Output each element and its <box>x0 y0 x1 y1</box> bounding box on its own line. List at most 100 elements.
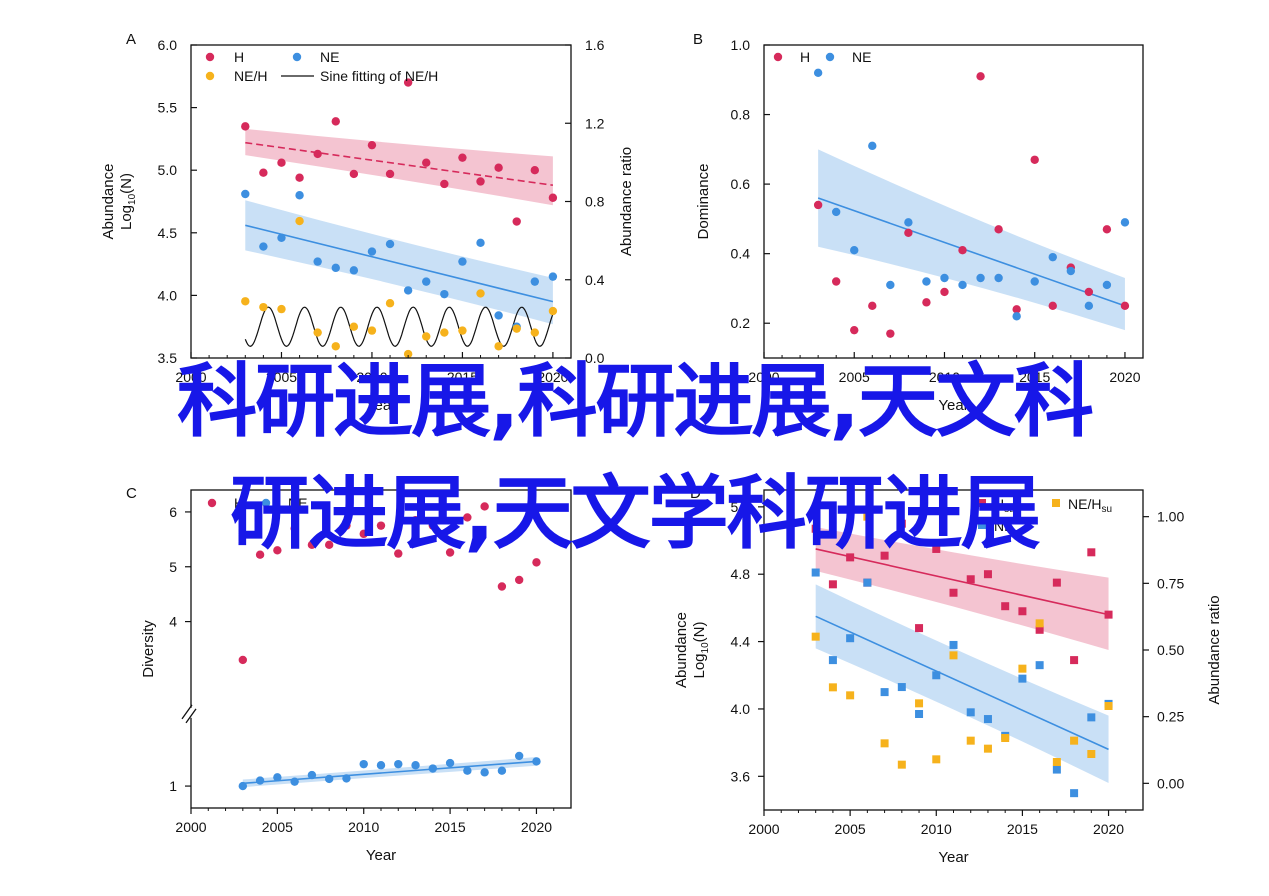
point-H <box>342 521 351 530</box>
x-tick-label: 2005 <box>839 369 870 385</box>
point-NE <box>394 759 403 769</box>
x-tick-label: 2000 <box>175 819 206 835</box>
y-right-tick-label: 0.8 <box>585 194 605 210</box>
x-tick-label: 2000 <box>175 369 206 385</box>
point-NE-H <box>385 299 395 308</box>
point-H <box>367 140 377 150</box>
point-H_su <box>1052 578 1061 587</box>
x-axis-label: Year <box>366 847 396 864</box>
point-NE-H_su <box>846 691 855 700</box>
point-NE <box>480 768 489 777</box>
point-NE-H_su <box>915 699 924 708</box>
y-right-tick-label: 0.4 <box>585 272 605 288</box>
point-NE-H_su <box>1087 750 1096 758</box>
point-NE <box>548 272 558 281</box>
point-NE <box>1087 713 1096 722</box>
legend-label: NE/H <box>234 68 267 84</box>
point-NE <box>868 141 877 151</box>
legend-marker-NE-Hsu <box>1052 499 1060 507</box>
point-H <box>476 177 485 186</box>
point-NE <box>411 761 420 770</box>
fit-line-H_su <box>815 548 1109 616</box>
x-tick-label: 2005 <box>262 819 293 835</box>
point-NE <box>290 777 299 786</box>
point-NE <box>863 578 872 587</box>
legend-label: NE <box>288 495 307 511</box>
point-H <box>376 521 386 530</box>
point-NE <box>514 751 524 761</box>
point-NE-H <box>295 216 304 226</box>
point-NE <box>850 245 859 255</box>
point-NE-H_su <box>1052 758 1061 766</box>
point-H <box>1012 305 1021 314</box>
point-H <box>904 228 913 237</box>
fit-line-NE <box>817 197 1126 307</box>
confidence-band-H <box>245 128 553 206</box>
point-H_su <box>846 553 855 562</box>
point-NE-H_su <box>949 651 958 660</box>
point-H <box>1048 301 1057 311</box>
fit-line-NE <box>242 760 537 785</box>
point-NE <box>1066 266 1076 276</box>
point-H <box>458 153 467 162</box>
point-H <box>394 549 403 558</box>
legend-label: H <box>800 49 810 65</box>
legend-label: Sine fitting of NE/H <box>320 68 438 84</box>
point-NE-H_su <box>828 683 837 692</box>
legend-marker-H <box>773 52 783 62</box>
point-NE <box>886 280 895 290</box>
point-NE-H <box>349 322 359 331</box>
y-right-tick-label: 0.0 <box>585 350 605 366</box>
panel-B: B 2000 2005 2010 2015 2020 Year 0.2 0.4 0.6 0.8 1.0… <box>693 31 1144 414</box>
point-H_su <box>1070 656 1079 665</box>
x-tick-label: 2005 <box>266 369 297 385</box>
point-H <box>422 158 431 167</box>
point-NE <box>313 257 322 266</box>
point-H <box>411 515 420 525</box>
point-NE-H_su <box>1070 736 1079 745</box>
point-H <box>514 575 524 585</box>
legend-label: NE/Hsu <box>1068 496 1112 515</box>
y-right-tick-label: 1.6 <box>585 37 605 53</box>
point-NE-H_su <box>1018 664 1027 673</box>
legend-marker-H <box>207 498 217 508</box>
point-H_su <box>1104 610 1113 619</box>
x-tick-label: 2020 <box>521 819 552 835</box>
point-NE <box>331 263 340 273</box>
point-H <box>850 325 859 335</box>
legend-marker-NE <box>825 52 835 62</box>
overlay-title-line-2: 研进展,天文学科研进展 <box>230 467 1040 560</box>
point-H <box>331 117 340 126</box>
point-NE <box>532 757 541 766</box>
y-tick-label: 3.6 <box>731 768 751 784</box>
y-axis-label-sub: Log10(N) <box>118 173 138 230</box>
x-tick-label: 2000 <box>748 369 779 385</box>
y-axis-label: Abundance <box>673 612 690 688</box>
point-H <box>1084 287 1094 297</box>
y-right-axis-label: Abundance ratio <box>1206 595 1223 704</box>
panel-letter: C <box>126 485 137 502</box>
y-tick-label: 1.0 <box>731 37 751 53</box>
point-H <box>494 163 503 172</box>
point-NE-H_su <box>1001 734 1010 742</box>
point-H_su <box>897 519 906 528</box>
point-NE <box>295 191 304 200</box>
point-NE-H <box>440 328 449 337</box>
panel-letter: B <box>693 31 703 48</box>
point-H <box>958 245 967 255</box>
point-NE <box>1120 218 1130 227</box>
point-NE <box>422 277 431 286</box>
point-H_su <box>949 588 958 597</box>
point-NE <box>940 273 949 283</box>
point-NE-H <box>259 302 268 312</box>
point-NE-H_su <box>1035 619 1044 628</box>
point-NE <box>1018 674 1027 683</box>
legend-marker-NE-H <box>205 71 215 81</box>
x-tick-label: 2000 <box>748 821 779 837</box>
y-tick-label: 0.8 <box>731 107 751 123</box>
point-H <box>976 72 985 81</box>
plot-frame <box>763 44 1144 359</box>
y-right-tick-label: 1.2 <box>585 115 605 131</box>
point-H <box>238 655 248 665</box>
